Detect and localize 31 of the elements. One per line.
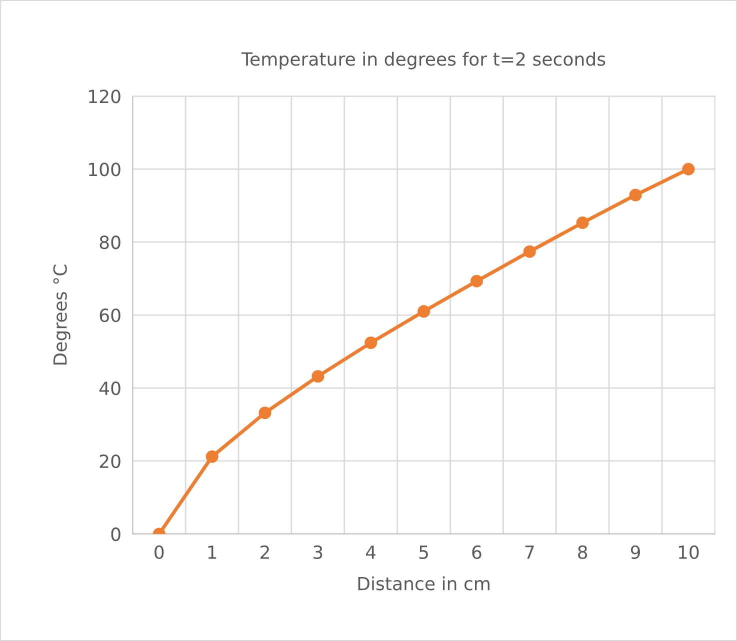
point: [523, 245, 536, 258]
y-tick-label: 80: [100, 236, 120, 250]
point: [470, 274, 483, 288]
y-tick-label: 40: [99, 381, 120, 396]
point: [418, 305, 430, 318]
x-tick-label: 0: [154, 545, 164, 560]
point: [258, 406, 272, 420]
point: [312, 370, 324, 383]
x-axis-title: Distance in cm: [358, 576, 490, 590]
x-tick-label: 4: [366, 546, 376, 559]
x-tick-label: 6: [472, 545, 482, 560]
x-tick-label: 1: [208, 546, 216, 559]
x-tick-label: 2: [260, 545, 269, 559]
point: [364, 336, 378, 350]
y-tick-label: 0: [111, 527, 120, 542]
x-tick-label: 5: [419, 546, 428, 560]
x-tick-label: 9: [630, 545, 640, 560]
y-tick-label: 120: [89, 90, 120, 104]
point: [629, 188, 642, 202]
x-tick-label: 10: [678, 545, 699, 560]
x-tick-label: 7: [525, 546, 534, 559]
y-tick-label: 20: [100, 454, 120, 468]
x-tick-label: 8: [578, 545, 588, 560]
y-axis-title: Degrees °C: [53, 264, 70, 365]
point: [576, 216, 589, 229]
chart-title: Temperature in degrees for t=2 seconds: [241, 52, 606, 70]
point: [682, 162, 695, 176]
x-tick-label: 3: [314, 545, 322, 560]
y-tick-label: 60: [100, 308, 120, 322]
y-tick-label: 100: [89, 162, 120, 176]
point: [206, 450, 218, 463]
